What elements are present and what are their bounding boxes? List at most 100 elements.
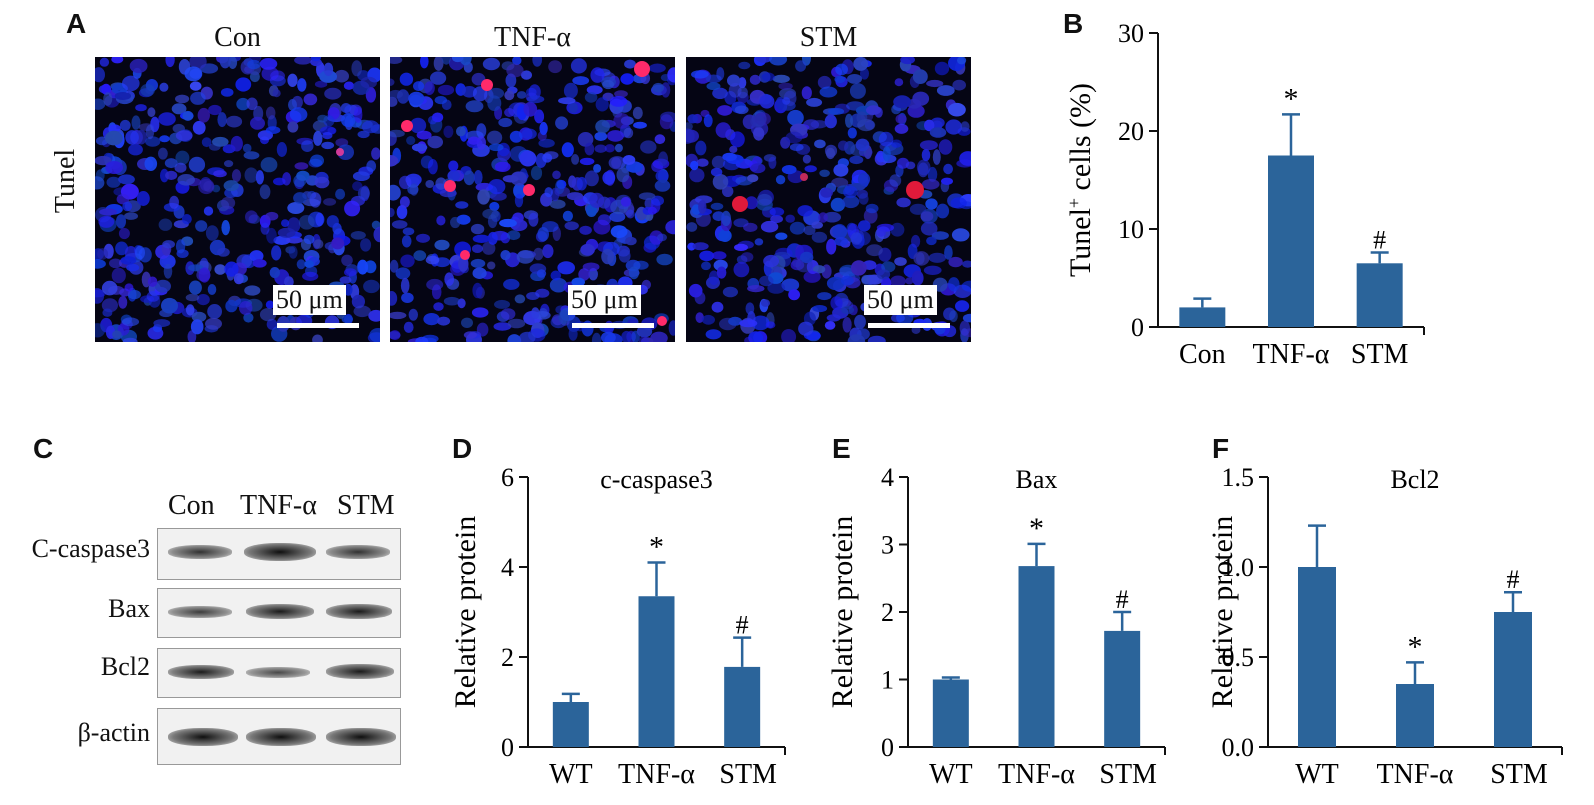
tunel-positive-cell [800, 173, 808, 181]
blot-band [326, 545, 390, 559]
significance-mark: # [1507, 565, 1520, 594]
y-tick-label: 1 [881, 666, 894, 695]
bar [1356, 263, 1403, 327]
significance-mark: # [736, 611, 749, 640]
x-tick-label: Con [1179, 339, 1226, 370]
blot-col-con: Con [168, 490, 215, 521]
bar [1268, 155, 1314, 327]
blot-label-bcl2: Bcl2 [100, 652, 150, 681]
y-tick-label: 0.0 [1222, 733, 1255, 762]
panel-label-c: C [33, 433, 54, 464]
tunel-positive-cell [732, 196, 748, 212]
panel-label-e: E [832, 433, 851, 464]
y-tick-label: 2 [881, 598, 894, 627]
y-axis-label: Relative protein [826, 516, 859, 708]
significance-mark: # [1373, 226, 1386, 255]
tunel-positive-cell [906, 181, 924, 199]
y-tick-label: 0.5 [1222, 643, 1255, 672]
blot-band [244, 543, 316, 561]
bar [1104, 630, 1141, 747]
tunel-title-stm: STM [799, 22, 858, 53]
x-tick-label: STM [1099, 759, 1157, 790]
micrograph-field [686, 57, 971, 342]
blot-band [168, 728, 238, 746]
scale-bar [868, 323, 950, 328]
x-tick-label: WT [549, 759, 593, 790]
blot-band [326, 604, 392, 619]
scale-bar [572, 323, 654, 328]
tunel-image-tnf: 50 μm [390, 57, 675, 342]
blot-band [326, 664, 394, 679]
bar [1179, 307, 1226, 327]
y-tick-label: 0 [1131, 313, 1144, 342]
y-tick-label: 0 [501, 733, 514, 762]
bar [638, 596, 675, 747]
x-tick-label: STM [1351, 339, 1409, 370]
bar [724, 666, 761, 747]
scale-bar-label: 50 μm [568, 285, 641, 315]
chart-e: 0 1 2 3 4 WT * TNF-α # STM Bax Relative protein [826, 463, 1166, 790]
x-tick-label: STM [1490, 759, 1548, 790]
bar [1018, 566, 1055, 747]
tunel-image-con: 50 μm [95, 57, 380, 342]
blot-label-ccasp3: C-caspase3 [31, 534, 150, 563]
blot-strip-bactin [157, 708, 401, 765]
chart-f: 0.0 0.5 1.0 1.5 WT * TNF-α # STM Bcl2 Relative pro… [1206, 463, 1563, 790]
tunel-positive-cell [336, 148, 344, 156]
panel-label-f: F [1212, 433, 1230, 464]
tunel-positive-cell [444, 180, 456, 192]
blot-band [326, 728, 396, 746]
tunel-row-label: Tunel [50, 148, 81, 214]
blot-col-stm: STM [337, 490, 395, 521]
y-tick-label: 1.5 [1222, 463, 1255, 492]
blot-band [246, 728, 316, 746]
y-axis-label: Relative protein [1206, 516, 1239, 708]
scale-bar-label: 50 μm [273, 285, 346, 315]
y-tick-label: 10 [1118, 215, 1144, 244]
tunel-title-tnf: TNF-α [494, 22, 571, 53]
significance-mark: * [649, 531, 664, 564]
micrograph-field [390, 57, 675, 342]
y-axis-label: Relative protein [449, 516, 482, 708]
y-tick-label: 6 [501, 463, 514, 492]
tunel-positive-cell [481, 79, 493, 91]
panel-label-d: D [452, 433, 473, 464]
chart-d: 0 2 4 6 WT * TNF-α # STM c-caspase3 Relative prote… [449, 463, 786, 790]
blot-strip-ccasp3 [157, 528, 401, 580]
significance-mark: * [1408, 630, 1423, 663]
blot-band [168, 606, 232, 618]
bar [1494, 612, 1532, 747]
tunel-image-stm: 50 μm [686, 57, 971, 342]
x-tick-label: TNF-α [1377, 759, 1454, 790]
blot-strip-bax [157, 588, 401, 638]
chart-title: Bax [1016, 465, 1058, 494]
y-tick-label: 0 [881, 733, 894, 762]
x-tick-label: WT [1295, 759, 1339, 790]
tunel-positive-cell [401, 120, 413, 132]
y-tick-label: 3 [881, 531, 894, 560]
y-axis-label: Tunel+ cells (%) [1064, 83, 1097, 277]
bar [932, 679, 969, 747]
bar [1396, 684, 1434, 747]
x-tick-label: WT [929, 759, 973, 790]
blot-band [168, 545, 232, 559]
y-tick-label: 20 [1118, 117, 1144, 146]
panel-label-b: B [1063, 8, 1084, 39]
chart-title: c-caspase3 [600, 465, 713, 494]
tunel-positive-cell [460, 250, 470, 260]
blot-label-bactin: β-actin [77, 718, 150, 747]
x-tick-label: TNF-α [618, 759, 695, 790]
tunel-positive-cell [634, 61, 650, 77]
x-tick-label: TNF-α [998, 759, 1075, 790]
blot-band [246, 604, 314, 619]
panel-label-a: A [66, 8, 87, 39]
bar [552, 702, 589, 747]
y-tick-label: 30 [1118, 20, 1144, 48]
blot-band [168, 665, 234, 679]
tunel-positive-cell [657, 316, 667, 326]
y-tick-label: 4 [501, 553, 514, 582]
blot-label-bax: Bax [108, 594, 150, 623]
significance-mark: # [1116, 585, 1129, 614]
y-tick-label: 2 [501, 643, 514, 672]
chart-b: 0 10 20 30 Con * TNF-α # STM Tunel+ cells (%) [1064, 20, 1425, 370]
